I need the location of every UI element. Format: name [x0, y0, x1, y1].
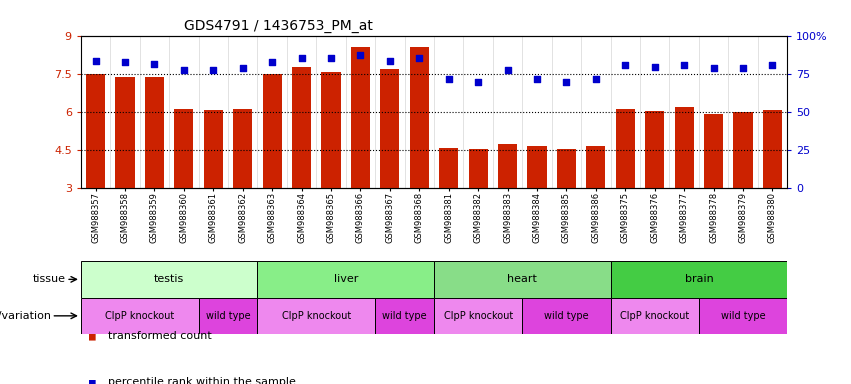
Bar — [557, 149, 576, 188]
Point — [766, 62, 780, 68]
Point — [619, 62, 632, 68]
Bar — [586, 146, 605, 188]
Bar — [610, 261, 787, 298]
Bar — [233, 109, 252, 188]
Text: transformed count: transformed count — [108, 331, 212, 341]
Bar — [409, 46, 429, 188]
Bar — [645, 111, 665, 188]
Point — [442, 76, 455, 82]
Bar — [81, 261, 257, 298]
Point — [266, 59, 279, 65]
Bar — [469, 149, 488, 188]
Text: ■: ■ — [89, 377, 96, 384]
Point — [560, 79, 574, 85]
Bar — [263, 74, 282, 188]
Point — [530, 76, 544, 82]
Bar — [351, 46, 370, 188]
Bar — [145, 77, 164, 188]
Bar — [322, 72, 340, 188]
Point — [413, 55, 426, 61]
Point — [324, 55, 338, 61]
Bar — [375, 298, 434, 334]
Bar — [616, 109, 635, 188]
Point — [89, 58, 102, 64]
Point — [147, 61, 161, 67]
Point — [177, 67, 191, 73]
Title: GDS4791 / 1436753_PM_at: GDS4791 / 1436753_PM_at — [184, 19, 373, 33]
Text: liver: liver — [334, 274, 358, 285]
Text: wild type: wild type — [382, 311, 427, 321]
Text: brain: brain — [684, 274, 713, 285]
Text: ClpP knockout: ClpP knockout — [282, 311, 351, 321]
Text: ClpP knockout: ClpP knockout — [620, 311, 689, 321]
Point — [207, 67, 220, 73]
Bar — [292, 67, 311, 188]
Point — [294, 55, 308, 61]
Point — [707, 65, 721, 71]
Text: ■: ■ — [89, 331, 96, 341]
Text: percentile rank within the sample: percentile rank within the sample — [108, 377, 296, 384]
Text: genotype/variation: genotype/variation — [0, 311, 51, 321]
Bar — [523, 298, 610, 334]
Bar — [439, 148, 459, 188]
Bar — [116, 77, 134, 188]
Point — [589, 76, 603, 82]
Bar — [704, 114, 723, 188]
Point — [500, 67, 514, 73]
Bar — [498, 144, 517, 188]
Point — [383, 58, 397, 64]
Bar — [699, 298, 787, 334]
Bar — [198, 298, 257, 334]
Text: wild type: wild type — [206, 311, 250, 321]
Bar — [257, 261, 434, 298]
Bar — [610, 298, 699, 334]
Text: testis: testis — [154, 274, 185, 285]
Bar — [434, 261, 610, 298]
Text: ClpP knockout: ClpP knockout — [443, 311, 513, 321]
Text: wild type: wild type — [721, 311, 765, 321]
Bar — [734, 113, 752, 188]
Bar — [434, 298, 523, 334]
Bar — [174, 109, 193, 188]
Bar — [675, 107, 694, 188]
Bar — [203, 110, 223, 188]
Point — [354, 51, 368, 58]
Point — [118, 59, 132, 65]
Point — [471, 79, 485, 85]
Text: ClpP knockout: ClpP knockout — [105, 311, 174, 321]
Point — [648, 64, 661, 70]
Bar — [380, 70, 399, 188]
Bar — [528, 146, 546, 188]
Bar — [762, 110, 782, 188]
Bar — [81, 298, 198, 334]
Text: wild type: wild type — [544, 311, 589, 321]
Point — [736, 65, 750, 71]
Point — [677, 62, 691, 68]
Bar — [257, 298, 375, 334]
Point — [236, 65, 249, 71]
Bar — [86, 74, 106, 188]
Text: heart: heart — [507, 274, 537, 285]
Text: tissue: tissue — [33, 274, 66, 285]
